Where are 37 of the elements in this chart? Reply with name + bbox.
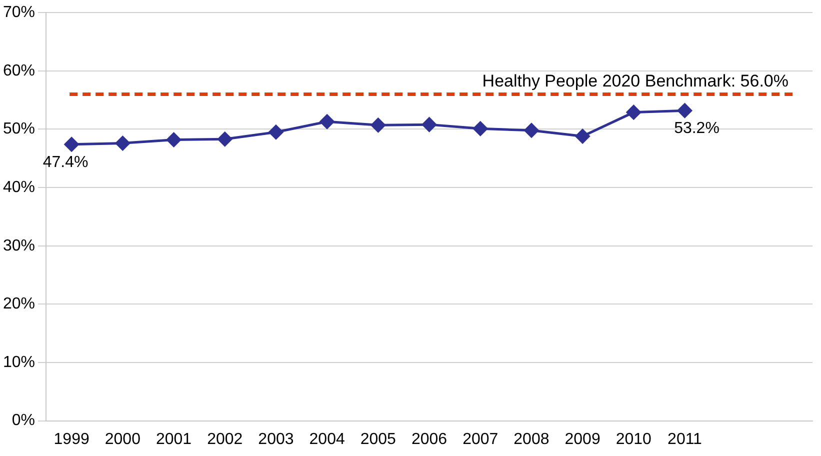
point [218, 132, 232, 146]
ref-line-label: Healthy People 2020 Benchmark: 56.0% [482, 71, 788, 90]
data-label: 53.2% [674, 120, 720, 137]
x-tick-label: 2000 [104, 430, 141, 448]
y-tick-label: 10% [2, 354, 36, 371]
point [320, 114, 334, 129]
x-tick-label: 2008 [514, 430, 550, 448]
point [370, 118, 386, 132]
x-tick-label: 2004 [309, 430, 345, 448]
point [268, 124, 284, 140]
y-tick-label: 40% [2, 178, 36, 196]
point [422, 117, 437, 132]
x-tick-label: 2009 [564, 430, 600, 448]
point [64, 137, 79, 152]
point [115, 136, 130, 150]
point [524, 123, 539, 138]
x-tick-label: 2003 [258, 430, 294, 448]
y-tick-label: 0% [12, 412, 36, 430]
x-tick-label: 2011 [668, 430, 702, 448]
x-tick-label: 2006 [411, 430, 448, 448]
point [626, 105, 641, 120]
x-tick-label: 2002 [207, 430, 243, 448]
y-tick-label: 60% [2, 62, 36, 80]
x-tick-label: 2007 [462, 430, 498, 448]
data-label: 47.4% [42, 154, 88, 171]
y-tick-label: 70% [2, 4, 36, 22]
point [575, 128, 590, 144]
x-tick-label: 2005 [360, 430, 396, 448]
x-tick-label: 1999 [54, 430, 90, 448]
x-tick-label: 2010 [616, 430, 652, 448]
point [473, 121, 488, 136]
point [678, 103, 692, 118]
y-tick-label: 50% [2, 120, 36, 138]
point [166, 132, 182, 147]
x-tick-label: 2001 [156, 430, 192, 448]
y-tick-label: 30% [2, 237, 36, 254]
y-tick-label: 20% [2, 296, 36, 313]
